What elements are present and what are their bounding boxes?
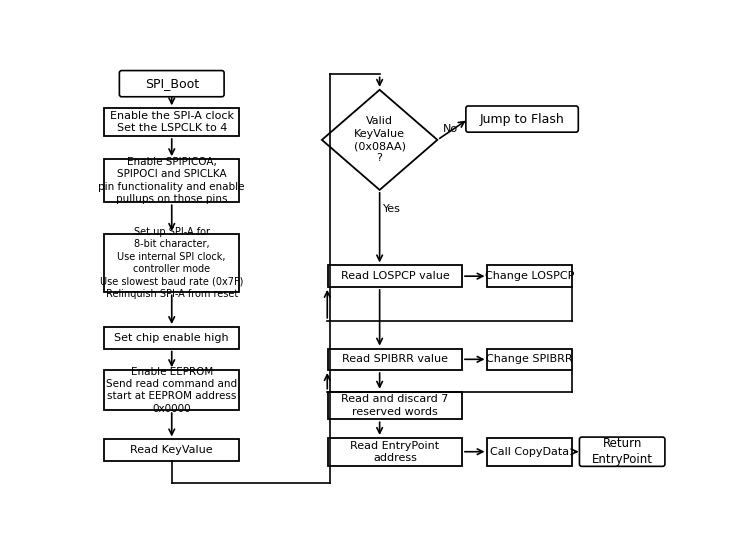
Bar <box>104 370 239 410</box>
Bar <box>487 438 572 465</box>
FancyBboxPatch shape <box>580 437 665 466</box>
Bar <box>328 349 462 370</box>
Text: Read LOSPCP value: Read LOSPCP value <box>340 271 450 281</box>
Text: SPI_Boot: SPI_Boot <box>145 77 199 90</box>
Text: Enable the SPI-A clock
Set the LSPCLK to 4: Enable the SPI-A clock Set the LSPCLK to… <box>110 111 234 133</box>
Text: Read EntryPoint
address: Read EntryPoint address <box>351 440 440 463</box>
Text: Set up SPI-A for
8-bit character,
Use internal SPI clock,
controller mode
Use sl: Set up SPI-A for 8-bit character, Use in… <box>100 227 244 299</box>
Text: Yes: Yes <box>383 204 401 214</box>
Bar <box>104 159 239 202</box>
Bar <box>328 265 462 287</box>
Text: Enable EEPROM
Send read command and
start at EEPROM address
0x0000: Enable EEPROM Send read command and star… <box>106 366 237 414</box>
Text: Change SPIBRR: Change SPIBRR <box>487 354 573 364</box>
Polygon shape <box>322 90 438 190</box>
Text: Set chip enable high: Set chip enable high <box>114 332 229 342</box>
Bar <box>487 265 572 287</box>
Bar <box>487 349 572 370</box>
Text: Jump to Flash: Jump to Flash <box>480 112 565 126</box>
Bar <box>328 391 462 419</box>
Text: Read and discard 7
reserved words: Read and discard 7 reserved words <box>341 394 449 416</box>
FancyBboxPatch shape <box>120 71 224 97</box>
Bar <box>104 234 239 292</box>
Text: Valid
KeyValue
(0x08AA)
?: Valid KeyValue (0x08AA) ? <box>354 116 406 163</box>
Bar <box>328 438 462 465</box>
Text: Read KeyValue: Read KeyValue <box>131 445 213 455</box>
Text: Return
EntryPoint: Return EntryPoint <box>591 437 652 466</box>
Bar <box>104 439 239 461</box>
Text: Read SPIBRR value: Read SPIBRR value <box>342 354 448 364</box>
Text: No: No <box>443 125 458 135</box>
Text: Call CopyData: Call CopyData <box>490 446 569 456</box>
FancyBboxPatch shape <box>466 106 578 132</box>
Text: Enable SPIPICOA,
SPIPOCI and SPICLKA
pin functionality and enable
pullups on tho: Enable SPIPICOA, SPIPOCI and SPICLKA pin… <box>99 157 245 204</box>
Text: Change LOSPCP: Change LOSPCP <box>485 271 574 281</box>
Bar <box>104 108 239 136</box>
Bar <box>104 327 239 349</box>
